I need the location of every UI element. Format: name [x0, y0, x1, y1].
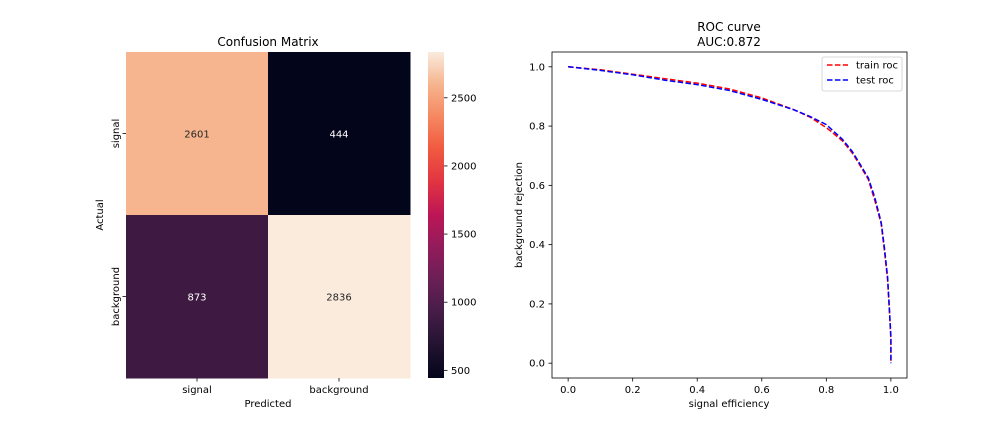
y-tick-label: 0.8 — [529, 122, 545, 133]
roc-x-axis-label: signal efficiency — [689, 399, 770, 410]
x-tick-label: 1.0 — [883, 385, 899, 396]
y-tick-label: 1.0 — [529, 62, 545, 73]
roc-y-ticks: 0.0 0.2 0.4 0.6 0.8 1.0 — [529, 62, 552, 370]
roc-legend-box — [821, 56, 903, 92]
y-tick-label: 0.2 — [529, 299, 545, 310]
colorbar-tick-label: 500 — [451, 366, 470, 377]
heatmap-cell-value: 2836 — [326, 293, 351, 304]
confusion-matrix-y-ticks: signal background — [111, 119, 126, 326]
y-tick-label: signal — [111, 119, 122, 149]
confusion-matrix-cells — [126, 52, 411, 379]
roc-subtitle: AUC:0.872 — [697, 35, 761, 49]
x-tick-label: 0.4 — [689, 385, 705, 396]
y-tick-label: 0.4 — [529, 240, 545, 251]
heatmap-cell — [268, 52, 411, 216]
confusion-matrix-annotations: 2601 444 873 2836 — [184, 130, 351, 304]
colorbar — [428, 52, 444, 378]
roc-x-ticks: 0.0 0.2 0.4 0.6 0.8 1.0 — [560, 378, 899, 396]
x-tick-label: 0.6 — [754, 385, 770, 396]
colorbar-tick-label: 1000 — [451, 298, 476, 309]
heatmap-cell — [126, 52, 269, 216]
heatmap-cell-value: 873 — [187, 293, 206, 304]
confusion-matrix-x-axis-label: Predicted — [245, 399, 292, 410]
confusion-matrix-y-axis-label: Actual — [95, 199, 106, 230]
roc-panel: ROC curve AUC:0.872 0.0 0.2 0.4 0.6 0.8 1.0 0… — [514, 20, 908, 410]
x-tick-label: background — [309, 385, 368, 396]
colorbar-tick-label: 1500 — [451, 230, 476, 241]
roc-plot-area — [551, 51, 908, 379]
x-tick-label: 0.2 — [625, 385, 641, 396]
roc-series-line — [568, 66, 892, 364]
colorbar-ticks: 500 1000 1500 2000 2500 — [444, 93, 476, 377]
heatmap-cell — [126, 215, 269, 379]
y-tick-label: 0.6 — [529, 181, 545, 192]
roc-series-line — [568, 66, 892, 364]
roc-legend: train roc test roc — [821, 56, 903, 92]
confusion-matrix-panel: Confusion Matrix 2601 444 873 2836 signal ba… — [95, 35, 476, 410]
heatmap-cell-value: 444 — [329, 130, 348, 141]
confusion-matrix-title: Confusion Matrix — [217, 35, 318, 49]
confusion-matrix-x-ticks: signal background — [182, 378, 369, 396]
colorbar-tick-label: 2000 — [451, 161, 476, 172]
roc-title: ROC curve — [697, 20, 761, 34]
x-tick-label: signal — [182, 385, 212, 396]
legend-label: train roc — [856, 61, 898, 72]
y-tick-label: 0.0 — [529, 359, 545, 370]
legend-label: test roc — [856, 76, 894, 87]
heatmap-cell — [268, 215, 411, 379]
roc-y-axis-label: background rejection — [514, 162, 525, 268]
x-tick-label: 0.8 — [818, 385, 834, 396]
heatmap-cell-value: 2601 — [184, 130, 209, 141]
x-tick-label: 0.0 — [560, 385, 576, 396]
colorbar-tick-label: 2500 — [451, 93, 476, 104]
y-tick-label: background — [111, 267, 122, 326]
roc-series — [568, 66, 892, 364]
